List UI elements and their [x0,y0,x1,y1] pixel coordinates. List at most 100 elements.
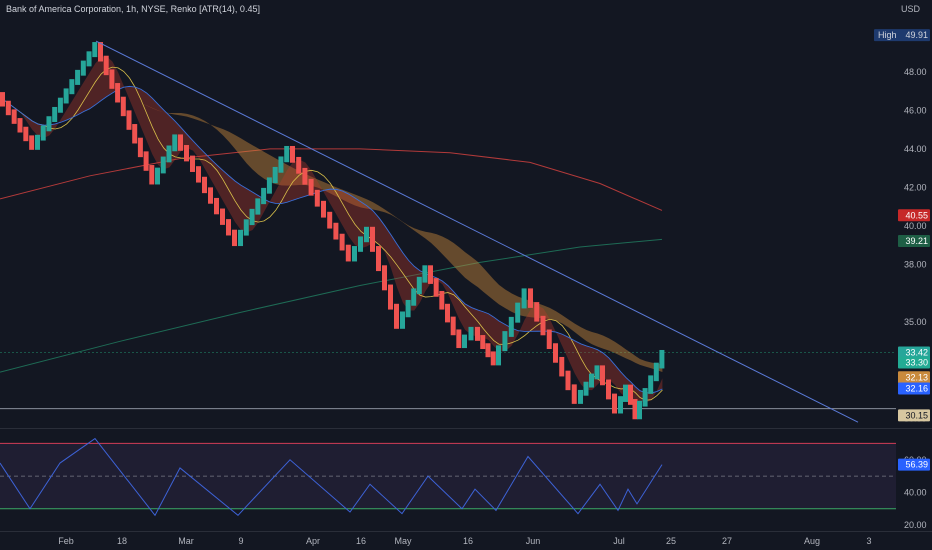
chart-title: Bank of America Corporation, 1h, NYSE, R… [6,4,260,14]
x-tick-label: May [394,536,412,546]
renko-brick [416,276,422,295]
renko-brick [166,145,172,163]
price-badge-value: 49.91 [905,30,928,40]
renko-brick [190,155,195,172]
renko-brick [508,316,514,337]
renko-brick [120,96,126,117]
price-badge [898,409,930,422]
renko-brick [358,236,363,252]
renko-brick [29,135,35,150]
rsi-y-tick-label: 40.00 [904,487,927,497]
renko-brick [534,302,540,322]
renko-brick [411,288,417,306]
ribbon-band-slow [3,98,663,372]
renko-brick [546,329,552,350]
renko-brick [618,396,623,414]
renko-brick [314,189,320,207]
renko-brick [571,384,577,404]
renko-brick [35,134,40,150]
price-badge [898,346,930,359]
renko-brick [364,226,369,243]
renko-brick [450,316,456,336]
renko-brick [149,165,155,185]
renko-brick [238,229,243,247]
renko-brick [521,288,527,309]
renko-brick [132,124,138,144]
x-tick-label: 27 [722,536,732,546]
x-tick-label: 16 [356,536,366,546]
rsi-y-tick-label: 20.00 [904,520,927,530]
renko-brick [589,373,594,388]
renko-brick [502,331,508,352]
ribbon-band-fast [3,56,663,403]
price-badge-value: 40.55 [905,210,928,220]
x-tick-label: 25 [666,536,676,546]
x-tick-label: Jun [526,536,541,546]
renko-brick [352,246,357,262]
price-badge [874,29,930,42]
trendline [95,40,859,423]
price-badge-label: High [878,30,897,40]
renko-brick [623,384,628,402]
renko-brick [376,246,381,272]
price-badge-value: 30.15 [905,410,928,420]
rsi-value-badge [898,458,930,471]
x-tick-label: 3 [866,536,871,546]
renko-brick [637,400,642,420]
renko-brick [40,125,46,141]
x-tick-label: 16 [463,536,473,546]
renko-brick [155,167,160,185]
renko-brick [456,329,462,349]
renko-brick [109,69,115,89]
renko-brick [468,326,474,341]
renko-brick [266,177,272,194]
renko-brick [308,178,314,196]
renko-brick [92,42,98,58]
renko-brick [528,288,533,308]
x-tick-label: Apr [306,536,320,546]
renko-brick [178,134,183,151]
moving-average-green [0,238,663,373]
renko-brick [115,83,121,103]
renko-brick [278,156,284,173]
renko-brick [480,335,486,350]
renko-brick [80,60,86,76]
renko-brick [594,365,600,380]
renko-brick [445,303,450,323]
renko-brick [255,198,261,215]
x-tick-label: Jul [613,536,625,546]
renko-brick [5,100,11,116]
renko-brick [333,222,339,240]
price-badge-value: 33.30 [905,357,928,367]
renko-brick [137,137,143,158]
renko-brick [612,393,617,414]
x-tick-label: Aug [804,536,820,546]
x-tick-label: Feb [58,536,74,546]
renko-brick [302,167,308,185]
y-tick-label: 42.00 [904,182,927,192]
renko-brick [296,156,302,174]
x-tick-label: 18 [117,536,127,546]
renko-brick [339,233,345,251]
ribbon-line-blue [2,85,663,394]
renko-brick [496,345,501,366]
renko-brick [485,343,491,358]
renko-brick [0,92,5,107]
renko-brick [659,349,665,369]
renko-brick [565,370,571,391]
renko-brick [196,166,201,183]
renko-brick [23,126,29,142]
renko-brick [98,42,103,62]
renko-brick [46,116,52,132]
renko-brick [86,51,92,67]
renko-brick [69,79,75,95]
renko-brick [422,265,428,283]
renko-brick [553,343,558,363]
renko-brick [628,384,633,405]
renko-brick [226,219,231,236]
price-badge [898,371,930,384]
renko-brick [400,311,405,329]
renko-brick [583,381,589,396]
renko-brick [462,334,467,349]
